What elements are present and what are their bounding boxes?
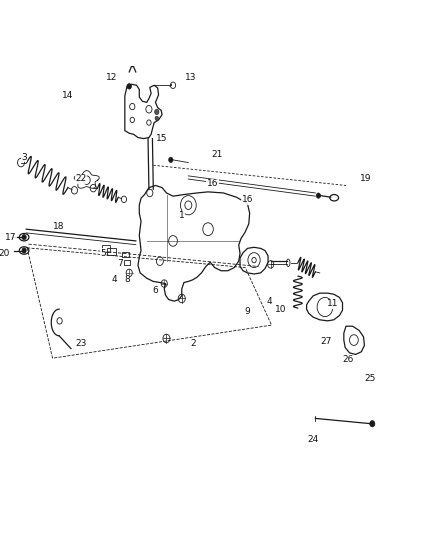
Text: 17: 17 [5,233,17,241]
Circle shape [155,116,159,120]
Text: 10: 10 [275,305,286,313]
Text: 4: 4 [111,276,117,284]
Text: 5: 5 [100,249,106,257]
Text: 21: 21 [211,150,223,159]
Text: 22: 22 [75,174,87,183]
Text: 12: 12 [106,73,117,82]
Text: 2: 2 [190,340,195,348]
Text: 19: 19 [360,174,371,183]
Bar [124,260,130,265]
Circle shape [127,84,131,89]
Text: 11: 11 [327,300,339,308]
Circle shape [155,109,159,115]
Text: 27: 27 [321,337,332,345]
Text: 15: 15 [156,134,168,143]
Text: 16: 16 [207,180,218,188]
Circle shape [316,193,321,198]
Text: 20: 20 [0,249,10,257]
Text: 1: 1 [179,212,185,220]
Bar [102,245,110,252]
Circle shape [169,157,173,163]
Circle shape [370,421,375,427]
Bar [122,252,129,257]
Text: 23: 23 [75,340,87,348]
Text: 25: 25 [364,374,376,383]
Circle shape [22,235,26,240]
Text: 3: 3 [21,153,27,161]
Text: 4: 4 [267,297,272,305]
Text: 24: 24 [307,435,319,444]
Text: 6: 6 [152,286,159,295]
Text: 7: 7 [117,260,124,268]
Text: 9: 9 [244,308,251,316]
Bar [107,248,116,255]
Text: 26: 26 [343,356,354,364]
Text: 13: 13 [185,73,196,82]
Text: 14: 14 [62,92,74,100]
Text: 8: 8 [124,276,130,284]
Circle shape [22,248,26,253]
Text: 18: 18 [53,222,65,231]
Text: 16: 16 [242,196,253,204]
